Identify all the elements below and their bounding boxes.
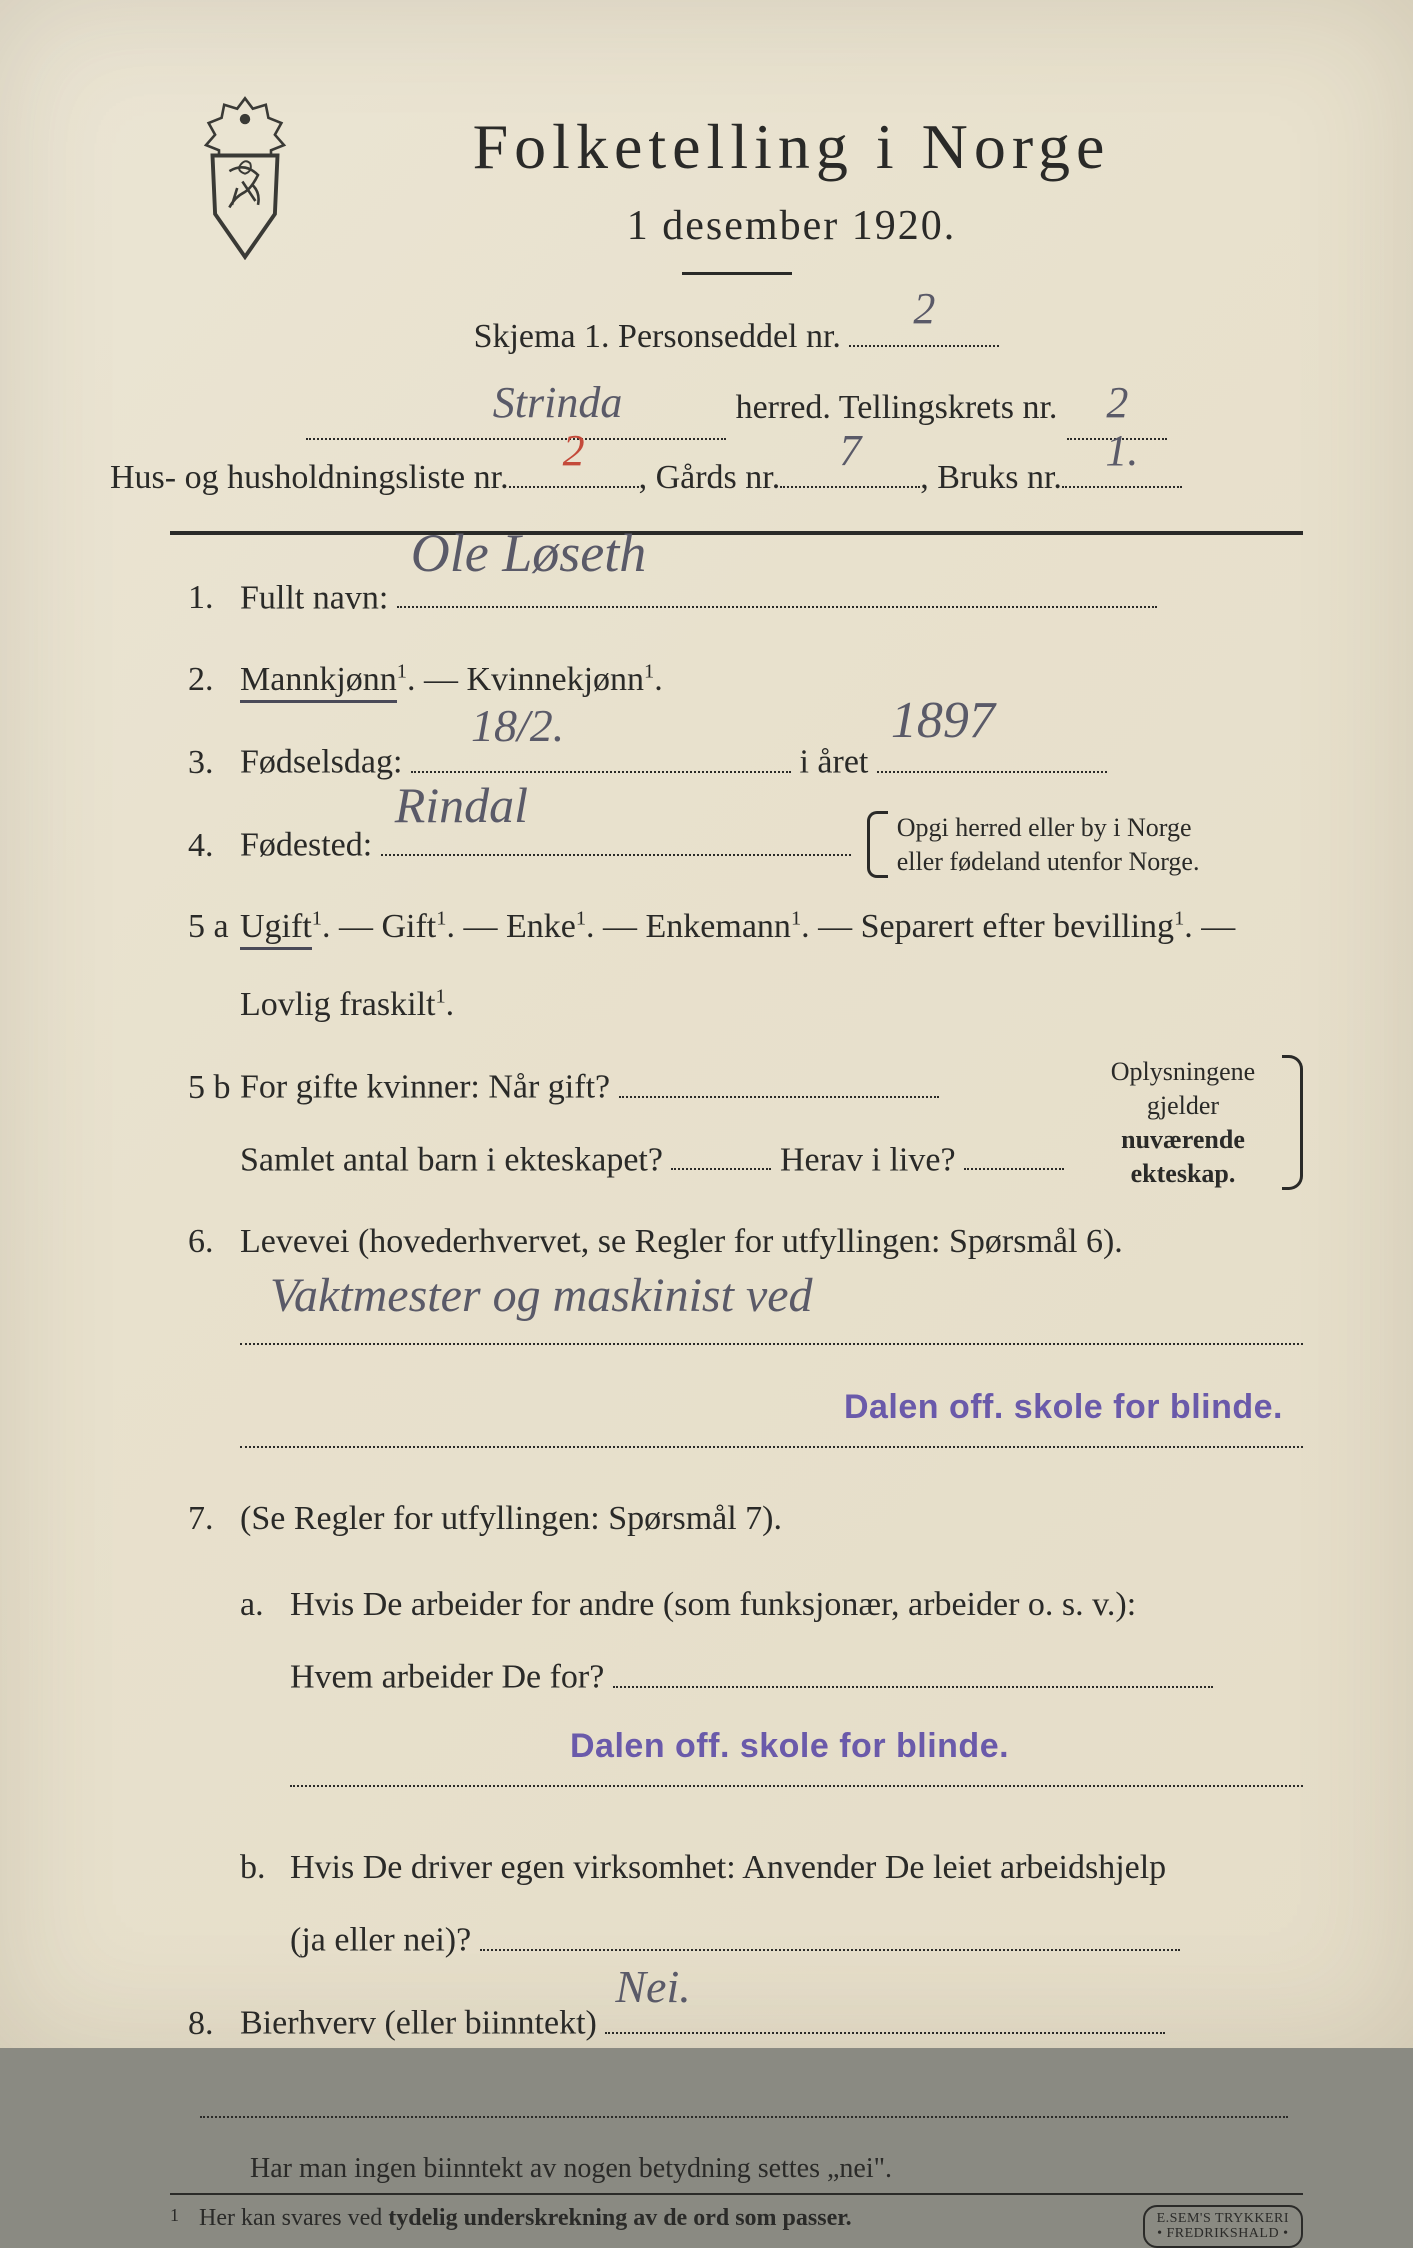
- q4-value: Rindal: [395, 753, 528, 858]
- q6-row: 6. Levevei (hovederhvervet, se Regler fo…: [170, 1206, 1303, 1473]
- q1-num: 1.: [170, 562, 240, 633]
- q1-value: Ole Løseth: [411, 497, 647, 610]
- q4-note: Opgi herred eller by i Norge eller fødel…: [867, 811, 1200, 879]
- title-divider: [682, 272, 792, 275]
- q5a-num: 5 a: [170, 891, 240, 962]
- page-subtitle: 1 desember 1920.: [280, 202, 1303, 250]
- q7-label: (Se Regler for utfyllingen: Spørsmål 7).: [240, 1500, 782, 1537]
- form-header: Folketelling i Norge 1 desember 1920.: [170, 110, 1303, 275]
- q8-label: Bierhverv (eller biinntekt): [240, 2005, 597, 2042]
- q3-row: 3. Fødselsdag: 18/2. i året 1897: [170, 725, 1303, 798]
- q2-mannkjonn: Mannkjønn: [240, 661, 397, 703]
- q6-value: Vaktmester og maskinist ved: [270, 1246, 813, 1347]
- q6-stamp: Dalen off. skole for blinde.: [844, 1372, 1283, 1443]
- q8-value: Nei.: [615, 1939, 690, 2036]
- footer-note: Har man ingen biinntekt av nogen betydni…: [250, 2153, 1303, 2185]
- herred-label: herred. Tellingskrets nr.: [736, 376, 1058, 441]
- q5b-label-a: For gifte kvinner: Når gift?: [240, 1069, 610, 1106]
- page-title: Folketelling i Norge: [280, 110, 1303, 184]
- q8-row: 8. Bierhverv (eller biinntekt) Nei.: [170, 1986, 1303, 2059]
- q5a-row: 5 a Ugift1. — Gift1. — Enke1. — Enkemann…: [170, 891, 1303, 1040]
- bruks-nr: 1.: [1105, 409, 1138, 493]
- q7-row: 7. (Se Regler for utfyllingen: Spørsmål …: [170, 1483, 1303, 1976]
- q1-label: Fullt navn:: [240, 579, 388, 616]
- blank-line: [200, 2095, 1288, 2117]
- q7a-letter: a.: [240, 1569, 290, 1812]
- q8-num: 8.: [170, 1988, 240, 2059]
- q3-year: 1897: [891, 666, 995, 775]
- q5a-ugift: Ugift: [240, 908, 312, 950]
- hushold-line: Hus- og husholdningsliste nr. 2 , Gårds …: [110, 446, 1303, 511]
- q5b-label-b: Samlet antal barn i ekteskapet?: [240, 1141, 663, 1178]
- q5b-note: Oplysningene gjelder nuværende ekteskap.: [1093, 1055, 1303, 1190]
- gards-label: , Gårds nr.: [639, 446, 781, 511]
- footnote-num: 1: [170, 2205, 179, 2225]
- q4-num: 4.: [170, 810, 240, 881]
- herred-value: Strinda: [493, 361, 623, 445]
- census-form-page: Folketelling i Norge 1 desember 1920. Sk…: [0, 0, 1413, 2048]
- q4-row: 4. Fødested: Rindal Opgi herred eller by…: [170, 808, 1303, 881]
- q2-num: 2.: [170, 644, 240, 715]
- coat-of-arms-icon: [180, 90, 310, 260]
- q7b-text2: (ja eller nei)?: [290, 1922, 471, 1959]
- hushold-nr: 2: [563, 409, 585, 493]
- q7b-letter: b.: [240, 1832, 290, 1976]
- bruks-label: , Bruks nr.: [920, 446, 1062, 511]
- personseddel-nr: 2: [913, 267, 935, 351]
- section-divider: [170, 531, 1303, 535]
- q3-label-b: i året: [799, 744, 868, 781]
- q4-label: Fødested:: [240, 827, 372, 864]
- q3-label-a: Fødselsdag:: [240, 744, 402, 781]
- skjema-line: Skjema 1. Personseddel nr. 2: [170, 305, 1303, 370]
- q6-num: 6.: [170, 1206, 240, 1277]
- printer-mark: E.SEM'S TRYKKERI • FREDRIKSHALD •: [1143, 2205, 1303, 2248]
- q2-row: 2. Mannkjønn1. — Kvinnekjønn1.: [170, 644, 1303, 715]
- q7-num: 7.: [170, 1483, 240, 1554]
- q3-num: 3.: [170, 727, 240, 798]
- q5b-row: 5 b For gifte kvinner: Når gift? Samlet …: [170, 1050, 1303, 1196]
- q5b-label-c: Herav i live?: [780, 1141, 956, 1178]
- footnote-row: 1 Her kan svares ved tydelig underskrekn…: [170, 2193, 1303, 2248]
- q7a-text2: Hvem arbeider De for?: [290, 1659, 604, 1696]
- q7a-stamp: Dalen off. skole for blinde.: [570, 1711, 1009, 1782]
- q7b-text1: Hvis De driver egen virksomhet: Anvender…: [290, 1832, 1303, 1903]
- q7a-text1: Hvis De arbeider for andre (som funksjon…: [290, 1569, 1303, 1640]
- gards-nr: 7: [839, 409, 861, 493]
- skjema-label: Skjema 1. Personseddel nr.: [474, 318, 841, 355]
- q1-row: 1. Fullt navn: Ole Løseth: [170, 561, 1303, 634]
- q5b-num: 5 b: [170, 1052, 240, 1123]
